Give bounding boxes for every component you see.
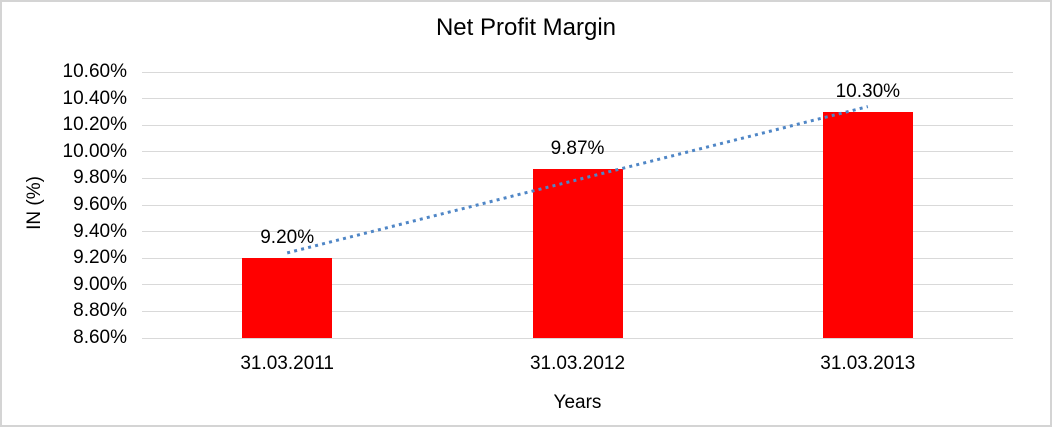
y-axis-tick-label: 9.40%	[73, 220, 127, 242]
y-axis-tick-label: 9.00%	[73, 273, 127, 295]
data-label: 9.87%	[550, 138, 605, 160]
y-axis-tick-label: 10.60%	[62, 61, 127, 82]
bar-31.03.2011	[242, 258, 333, 338]
y-axis-tick-label: 8.60%	[73, 327, 127, 348]
y-axis-tick-label: 10.40%	[62, 87, 127, 109]
gridline	[142, 98, 1013, 100]
x-axis-title: Years	[553, 392, 602, 413]
bar-31.03.2012	[532, 169, 623, 338]
bar-31.03.2013	[822, 111, 913, 338]
x-axis-category-label: 31.03.2012	[529, 353, 626, 374]
y-axis-tick-label: 9.60%	[73, 194, 127, 215]
trendline	[286, 105, 869, 255]
data-label: 10.30%	[835, 80, 901, 102]
gridline	[142, 124, 1013, 126]
y-axis-tick-label: 9.20%	[73, 247, 127, 269]
y-axis-tick-label: 10.00%	[62, 140, 127, 162]
y-axis-tick-label: 10.20%	[62, 114, 127, 136]
y-axis-tick-label: 8.80%	[73, 300, 127, 322]
x-axis-category-label: 31.03.2013	[820, 353, 916, 374]
data-label: 9.20%	[260, 227, 315, 249]
gridline	[142, 151, 1013, 153]
gridline	[142, 337, 1013, 339]
gridline	[142, 71, 1013, 73]
chart-title: Net Profit Margin	[435, 14, 617, 41]
x-axis-category-label: 31.03.2011	[240, 353, 334, 374]
y-axis-tick-label: 9.80%	[73, 167, 127, 189]
